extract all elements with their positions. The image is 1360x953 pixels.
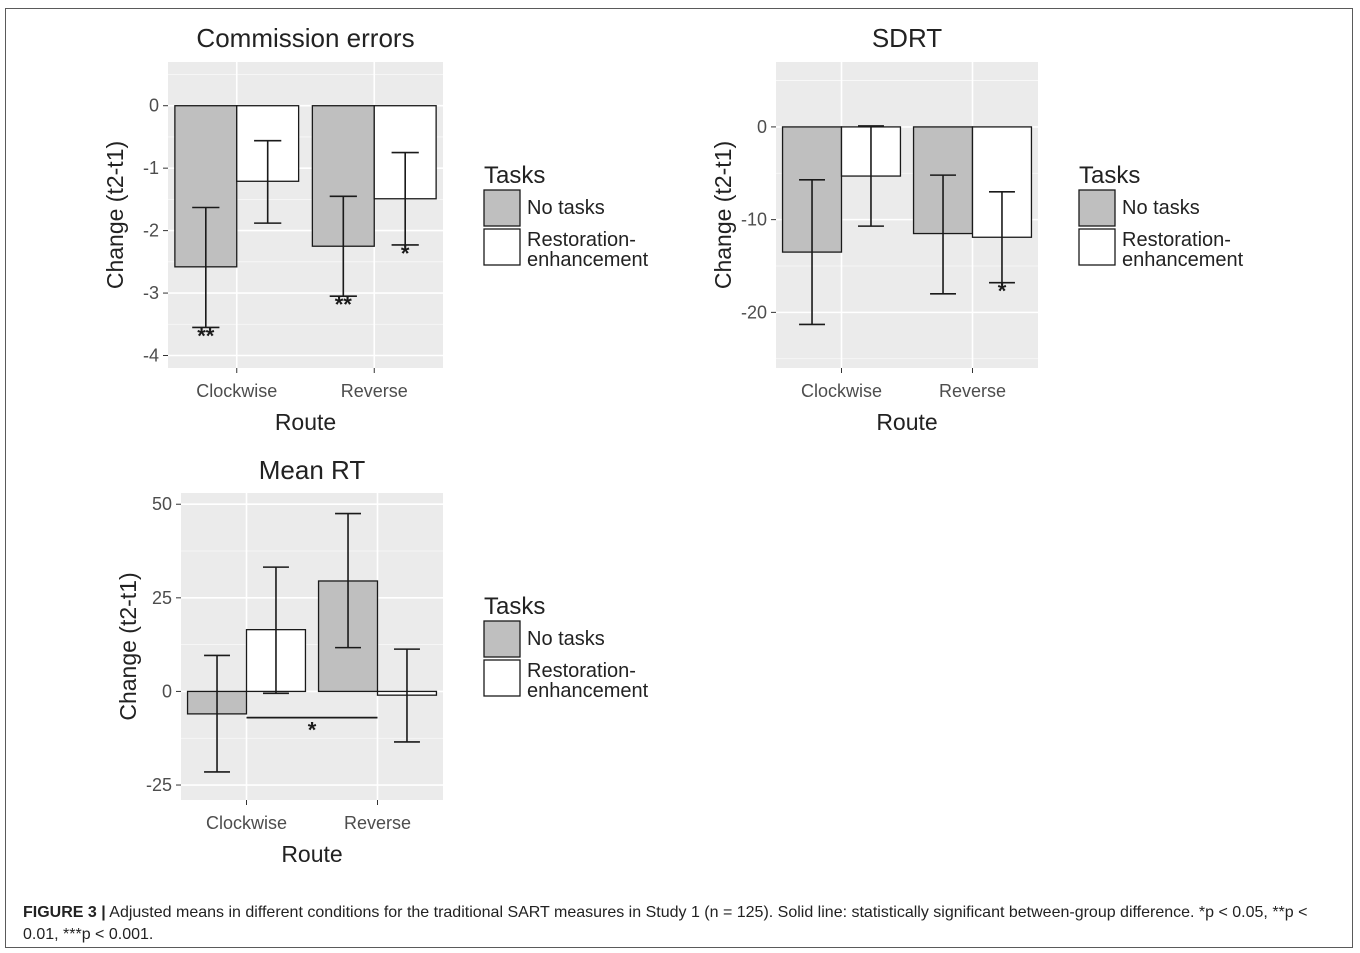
figure-caption: FIGURE 3 | Adjusted means in different c… <box>23 902 1333 946</box>
caption-label: FIGURE 3 | <box>23 904 106 921</box>
figure-frame <box>5 8 1353 948</box>
panel3-legend-key-no-tasks <box>483 620 521 658</box>
panel2-y-tick-label: -10 <box>741 210 767 230</box>
panel3-x-tick-label: Clockwise <box>206 813 287 833</box>
panel2-legend-label: enhancement <box>1122 249 1244 271</box>
panel2-significance-stars: * <box>998 279 1007 304</box>
panel1-legend-key-no-tasks <box>483 189 521 227</box>
panel1-y-tick-label: -2 <box>143 221 159 241</box>
panel1-y-axis-label: Change (t2-t1) <box>102 141 128 289</box>
panel1-legend-label: Restoration- <box>527 229 636 251</box>
panel3-y-tick-label: 50 <box>152 494 172 514</box>
panel3-legend-label: No tasks <box>527 628 605 650</box>
panel1-significance-stars: * <box>401 241 410 266</box>
panel3-legend-label: Restoration- <box>527 660 636 682</box>
panel1-x-tick-label: Reverse <box>341 381 408 401</box>
panel1-x-tick-label: Clockwise <box>196 381 277 401</box>
panel3-y-tick-label: -25 <box>146 775 172 795</box>
panel3-x-axis-label: Route <box>281 841 342 867</box>
panel1-y-tick-label: 0 <box>149 96 159 116</box>
caption-text: Adjusted means in different conditions f… <box>23 904 1308 943</box>
panel1-legend-label: No tasks <box>527 197 605 219</box>
panel1-significance-stars: ** <box>197 323 215 348</box>
panel2-x-axis-label: Route <box>876 409 937 435</box>
panel1-legend-title: Tasks <box>484 162 545 189</box>
panel2-x-tick-label: Clockwise <box>801 381 882 401</box>
panel3-x-tick-label: Reverse <box>344 813 411 833</box>
panel3-legend-title: Tasks <box>484 593 545 620</box>
panel2-legend-title: Tasks <box>1079 162 1140 189</box>
panel1-y-tick-label: -3 <box>143 283 159 303</box>
panel3-legend-key-restoration <box>483 659 521 697</box>
panel2-y-tick-label: 0 <box>757 117 767 137</box>
panel2-legend-key-restoration <box>1078 228 1116 266</box>
panel3-significance-label: * <box>308 718 317 743</box>
panel1-legend-key-restoration <box>483 228 521 266</box>
panel2-legend-label: No tasks <box>1122 197 1200 219</box>
panel1-y-tick-label: -1 <box>143 158 159 178</box>
panel2-title: SDRT <box>872 23 942 53</box>
panel3-title: Mean RT <box>259 455 366 485</box>
panel3-plot-background <box>181 493 443 800</box>
panel1-significance-stars: ** <box>335 292 353 317</box>
panel1-y-tick-label: -4 <box>143 346 159 366</box>
panel2-legend-label: Restoration- <box>1122 229 1231 251</box>
panel1-legend-label: enhancement <box>527 249 649 271</box>
panel2-y-tick-label: -20 <box>741 302 767 322</box>
panel2-y-axis-label: Change (t2-t1) <box>710 141 736 289</box>
panel3-legend-label: enhancement <box>527 680 649 702</box>
panel2-legend-key-no-tasks <box>1078 189 1116 227</box>
panel2-x-tick-label: Reverse <box>939 381 1006 401</box>
panel1-x-axis-label: Route <box>275 409 336 435</box>
panel3-y-axis-label: Change (t2-t1) <box>115 572 141 720</box>
panel1-title: Commission errors <box>196 23 414 53</box>
panel3-y-tick-label: 0 <box>162 681 172 701</box>
panel3-y-tick-label: 25 <box>152 588 172 608</box>
